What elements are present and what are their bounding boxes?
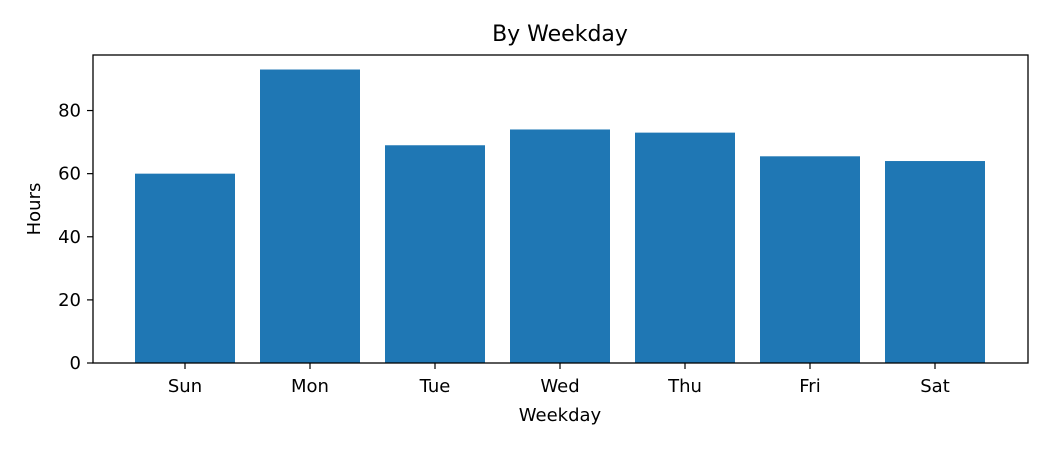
- x-tick-label: Sun: [168, 376, 202, 397]
- x-tick-label: Tue: [419, 376, 451, 397]
- y-axis-label: Hours: [24, 183, 45, 236]
- y-tick-label: 60: [58, 164, 81, 185]
- bar-fri: [760, 156, 860, 363]
- bar-thu: [635, 132, 735, 363]
- y-tick-label: 20: [58, 290, 81, 311]
- x-tick-label: Wed: [540, 376, 579, 397]
- bar-wed: [510, 129, 610, 363]
- chart-title: By Weekday: [492, 22, 628, 47]
- bars-group: [135, 69, 985, 364]
- plot-frame: [92, 54, 1029, 364]
- bar-mon: [260, 69, 360, 364]
- y-tick-label: 40: [58, 227, 81, 248]
- bar-tue: [385, 145, 485, 363]
- x-tick-label: Fri: [799, 376, 820, 397]
- y-axis-ticks: 0 20 40 60 80: [58, 101, 93, 374]
- x-axis-label: Weekday: [519, 405, 602, 426]
- y-tick-label: 0: [70, 353, 81, 374]
- x-axis-ticks: Sun Mon Tue Wed Thu Fri Sat: [168, 363, 950, 397]
- bar-sun: [135, 173, 235, 363]
- x-tick-label: Mon: [291, 376, 329, 397]
- bar-sat: [885, 161, 985, 363]
- x-tick-label: Sat: [920, 376, 950, 397]
- y-tick-label: 80: [58, 101, 81, 122]
- x-tick-label: Thu: [667, 376, 702, 397]
